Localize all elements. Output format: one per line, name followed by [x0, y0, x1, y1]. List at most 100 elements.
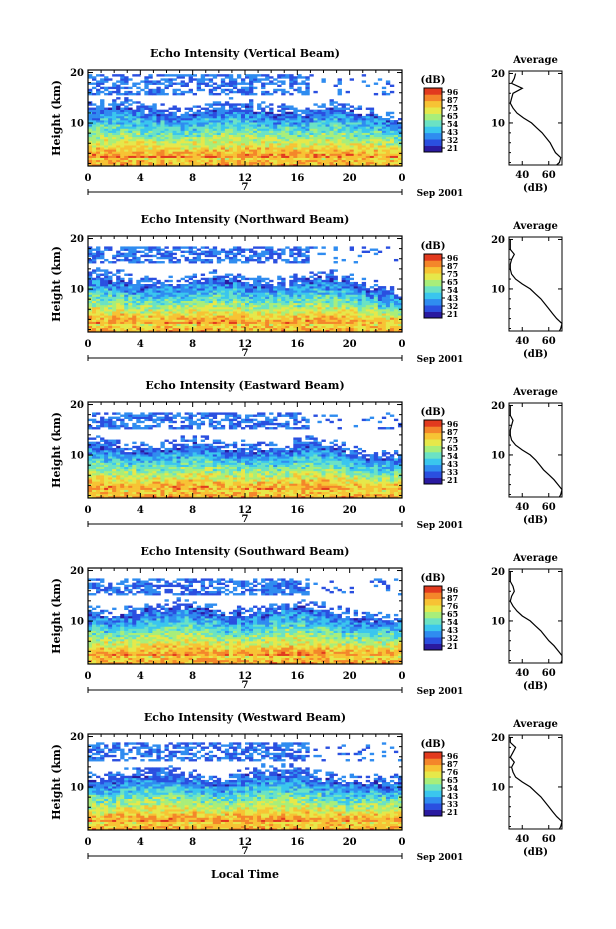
heatmap-cell — [132, 290, 137, 293]
heatmap-cell — [184, 84, 189, 87]
heatmap-cell — [357, 140, 363, 144]
heatmap-cell — [277, 281, 282, 285]
heatmap-cell — [128, 120, 133, 123]
heatmap-cell — [164, 325, 169, 329]
heatmap-cell — [333, 288, 338, 291]
heatmap-cell — [341, 311, 346, 314]
heatmap-cell — [96, 284, 101, 287]
heatmap-cell — [96, 122, 101, 125]
heatmap-cell — [212, 86, 218, 90]
heatmap-cell — [112, 304, 117, 308]
heatmap-cell — [212, 115, 218, 119]
heatmap-cell — [220, 294, 226, 297]
heatmap-cell — [216, 115, 222, 119]
heatmap-cell — [104, 313, 109, 316]
heatmap-cell — [180, 138, 185, 142]
heatmap-cell — [265, 284, 270, 287]
heatmap-cell — [144, 311, 149, 314]
heatmap-cell — [160, 313, 165, 316]
heatmap-cell — [124, 327, 129, 331]
heatmap-cell — [329, 327, 334, 331]
heatmap-cell — [333, 279, 338, 283]
heatmap-cell — [345, 140, 350, 144]
heatmap-cell — [317, 126, 322, 129]
heatmap-cell — [261, 74, 266, 77]
heatmap-cell — [297, 88, 302, 92]
heatmap-cell — [373, 321, 379, 324]
heatmap-cell — [128, 281, 133, 285]
heatmap-cell — [325, 286, 330, 289]
heatmap-cell — [148, 294, 153, 297]
heatmap-cell — [224, 136, 230, 140]
heatmap-cell — [261, 109, 266, 113]
heatmap-cell — [180, 300, 185, 304]
heatmap-cell — [361, 132, 367, 135]
heatmap-cell — [305, 78, 310, 81]
heatmap-cell — [293, 138, 298, 142]
heatmap-cell — [100, 99, 105, 102]
heatmap-cell — [100, 132, 105, 135]
heatmap-cell — [116, 258, 121, 262]
heatmap-cell — [261, 113, 266, 117]
heatmap-cell — [353, 136, 359, 140]
heatmap-cell — [289, 84, 294, 87]
heatmap-cell — [188, 143, 193, 146]
heatmap-cell — [240, 163, 246, 167]
heatmap-cell — [116, 250, 121, 253]
heatmap-cell — [381, 317, 387, 320]
heatmap-cell — [204, 153, 210, 156]
heatmap-cell — [216, 298, 222, 301]
heatmap-cell — [289, 286, 294, 289]
heatmap-cell — [305, 258, 310, 262]
y-axis-label: Height (km) — [50, 246, 63, 322]
heatmap-cell — [361, 290, 367, 293]
heatmap-cell — [277, 134, 282, 138]
heatmap-cell — [377, 145, 383, 148]
heatmap-cell — [240, 126, 246, 129]
heatmap-cell — [289, 311, 294, 314]
heatmap-cell — [385, 143, 391, 146]
heatmap-cell — [88, 315, 93, 318]
heatmap-cell — [212, 286, 218, 289]
heatmap-cell — [293, 281, 298, 285]
heatmap-cell — [164, 288, 169, 291]
heatmap-cell — [140, 80, 145, 83]
heatmap-cell — [269, 138, 274, 142]
heatmap-cell — [188, 151, 193, 154]
heatmap-cell — [164, 313, 169, 316]
heatmap-cell — [365, 294, 371, 297]
heatmap-cell — [160, 109, 165, 113]
heatmap-cell — [172, 327, 177, 331]
heatmap-cell — [140, 321, 145, 324]
heatmap-cell — [249, 134, 254, 138]
heatmap-cell — [329, 292, 334, 295]
heatmap-cell — [124, 290, 129, 293]
heatmap-cell — [240, 300, 246, 304]
heatmap-cell — [273, 140, 278, 144]
heatmap-cell — [148, 128, 153, 131]
heatmap-cell — [148, 298, 153, 301]
heatmap-cell — [204, 319, 210, 322]
heatmap-cell — [200, 306, 206, 310]
heatmap-cell — [325, 319, 330, 322]
heatmap-cell — [281, 325, 286, 329]
heatmap-cell — [100, 109, 105, 113]
heatmap-cell — [124, 111, 129, 115]
heatmap-cell — [144, 86, 149, 90]
heatmap-cell — [313, 151, 318, 154]
heatmap-cell — [92, 128, 97, 131]
heatmap-cell — [293, 298, 298, 301]
heatmap-cell — [240, 309, 246, 312]
heatmap-cell — [261, 304, 266, 308]
heatmap-cell — [361, 288, 367, 291]
heatmap-cell — [240, 128, 246, 131]
heatmap-cell — [216, 86, 222, 90]
heatmap-cell — [96, 88, 101, 92]
heatmap-cell — [108, 138, 113, 142]
heatmap-cell — [357, 153, 363, 156]
heatmap-cell — [285, 113, 290, 117]
heatmap-cell — [148, 163, 153, 167]
heatmap-cell — [132, 323, 137, 327]
heatmap-cell — [232, 124, 238, 127]
heatmap-cell — [232, 111, 238, 115]
